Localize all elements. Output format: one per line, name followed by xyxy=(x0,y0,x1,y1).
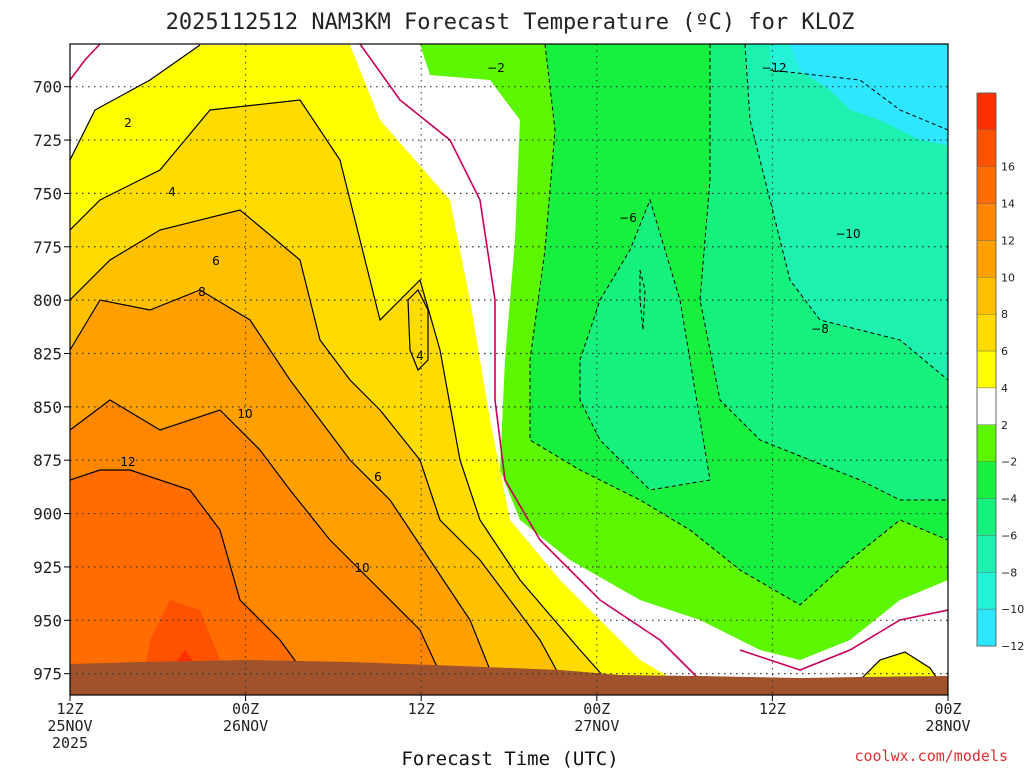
y-tick-label: 750 xyxy=(33,184,62,203)
contour-label: −6 xyxy=(619,211,637,225)
y-tick-label: 875 xyxy=(33,451,62,470)
contour-line-minus10 xyxy=(769,69,948,131)
fill-below-minus12 xyxy=(790,44,948,145)
contour-label: 2 xyxy=(124,116,132,130)
colorbar-bin xyxy=(976,350,997,389)
y-tick-label: 850 xyxy=(33,398,62,417)
contour-label: 10 xyxy=(237,407,252,421)
contour-line-minus8 xyxy=(744,44,948,381)
x-tick-label: 12Z xyxy=(759,700,786,718)
colorbar-bin xyxy=(976,535,997,573)
fill-minus6-interior xyxy=(580,200,710,490)
contour-line-12 xyxy=(70,469,321,695)
contour-line-2 xyxy=(70,44,201,161)
contour-label: −8 xyxy=(811,322,829,336)
contour-label: −10 xyxy=(835,227,860,241)
colorbar-bin xyxy=(976,387,997,425)
contour-line-6 xyxy=(70,209,571,695)
contour-label: −12 xyxy=(761,61,786,75)
colorbar-bin xyxy=(976,129,997,167)
contour-label: 12 xyxy=(120,455,135,469)
contour-label: 10 xyxy=(354,561,369,575)
colorbar-label: −12 xyxy=(1001,640,1024,653)
x-tick-label: 28NOV xyxy=(925,717,970,735)
y-axis-ticks: 700 725 750 775 800 825 850 875 900 925 950 975 xyxy=(33,78,70,684)
x-tick-label: 00Z xyxy=(232,700,259,718)
contour-label: 6 xyxy=(212,254,220,268)
colorbar-bin xyxy=(976,461,997,499)
ground-surface xyxy=(70,660,948,695)
colorbar-bin xyxy=(976,240,997,278)
zero-isotherm-cold xyxy=(739,609,948,671)
colorbar-label: 6 xyxy=(1001,345,1008,358)
contour-label: −2 xyxy=(487,61,505,75)
grid-lines xyxy=(70,44,948,695)
colorbar-bin xyxy=(976,572,997,610)
y-tick-label: 725 xyxy=(33,131,62,150)
chart-title: 2025112512 NAM3KM Forecast Temperature (… xyxy=(166,10,855,35)
zero-isotherm-top xyxy=(70,44,101,81)
colorbar-label: −10 xyxy=(1001,603,1024,616)
y-tick-label: 775 xyxy=(33,238,62,257)
colorbar-label: 12 xyxy=(1001,234,1015,247)
colorbar-label: −4 xyxy=(1001,493,1017,506)
colorbar-label: 14 xyxy=(1001,198,1015,211)
colorbar-label: −8 xyxy=(1001,566,1017,579)
colorbar-bin xyxy=(976,92,997,131)
y-tick-label: 975 xyxy=(33,665,62,684)
x-tick-label: 25NOV xyxy=(47,717,92,735)
y-tick-label: 900 xyxy=(33,505,62,524)
colorbar-bin xyxy=(976,277,997,315)
colorbar-bin xyxy=(976,498,997,536)
contour-line-warm-pocket xyxy=(849,651,946,691)
contour-line-minus6-sliver xyxy=(639,269,646,331)
plot-frame xyxy=(69,43,949,696)
contour-line-pocket xyxy=(407,288,429,372)
colorbar-label: −2 xyxy=(1001,456,1017,469)
colorbar-label: 2 xyxy=(1001,419,1008,432)
contour-line-minus6-interior xyxy=(579,198,711,491)
x-tick-label: 2025 xyxy=(52,734,88,752)
fill-above-12 xyxy=(70,470,320,695)
x-tick-label: 12Z xyxy=(408,700,435,718)
contour-label: 8 xyxy=(198,285,206,299)
contour-label: 4 xyxy=(416,349,424,363)
colorbar-label: 8 xyxy=(1001,308,1008,321)
colorbar-frame xyxy=(976,92,997,647)
x-tick-label: 27NOV xyxy=(574,717,619,735)
credit-text: coolwx.com/models xyxy=(854,747,1008,765)
contour-labels: 2 4 6 8 10 12 −2 −6 −8 −10 −12 6 4 10 xyxy=(120,61,860,575)
colorbar-bin xyxy=(976,203,997,241)
contour-label: 6 xyxy=(374,470,382,484)
contour-line-10 xyxy=(70,399,451,695)
contour-label: 4 xyxy=(168,185,176,199)
y-tick-label: 800 xyxy=(33,291,62,310)
contour-line-minus6 xyxy=(699,44,948,501)
colorbar-bin xyxy=(976,166,997,204)
x-axis-label: Forecast Time (UTC) xyxy=(401,748,618,768)
x-tick-label: 00Z xyxy=(934,700,961,718)
y-tick-label: 950 xyxy=(33,611,62,630)
colorbar-bin xyxy=(976,314,997,352)
colorbar-label: 10 xyxy=(1001,271,1015,284)
y-tick-label: 925 xyxy=(33,558,62,577)
contour-line-8 xyxy=(70,289,501,695)
colorbar: 16 14 12 10 8 6 4 2 −2 −4 −6 −8 −10 −12 xyxy=(976,92,1024,653)
contour-line-minus4 xyxy=(529,44,948,606)
y-tick-label: 700 xyxy=(33,78,62,97)
temperature-fill-layer xyxy=(70,44,948,695)
x-tick-label: 26NOV xyxy=(223,717,268,735)
y-tick-label: 825 xyxy=(33,344,62,363)
colorbar-label: 4 xyxy=(1001,382,1008,395)
colorbar-label: −6 xyxy=(1001,529,1017,542)
x-tick-label: 00Z xyxy=(583,700,610,718)
colorbar-bin xyxy=(976,424,997,462)
colorbar-label: 16 xyxy=(1001,161,1015,174)
colorbar-bin xyxy=(976,608,997,647)
zero-isotherm-warm xyxy=(359,44,701,681)
x-tick-label: 12Z xyxy=(56,700,83,718)
